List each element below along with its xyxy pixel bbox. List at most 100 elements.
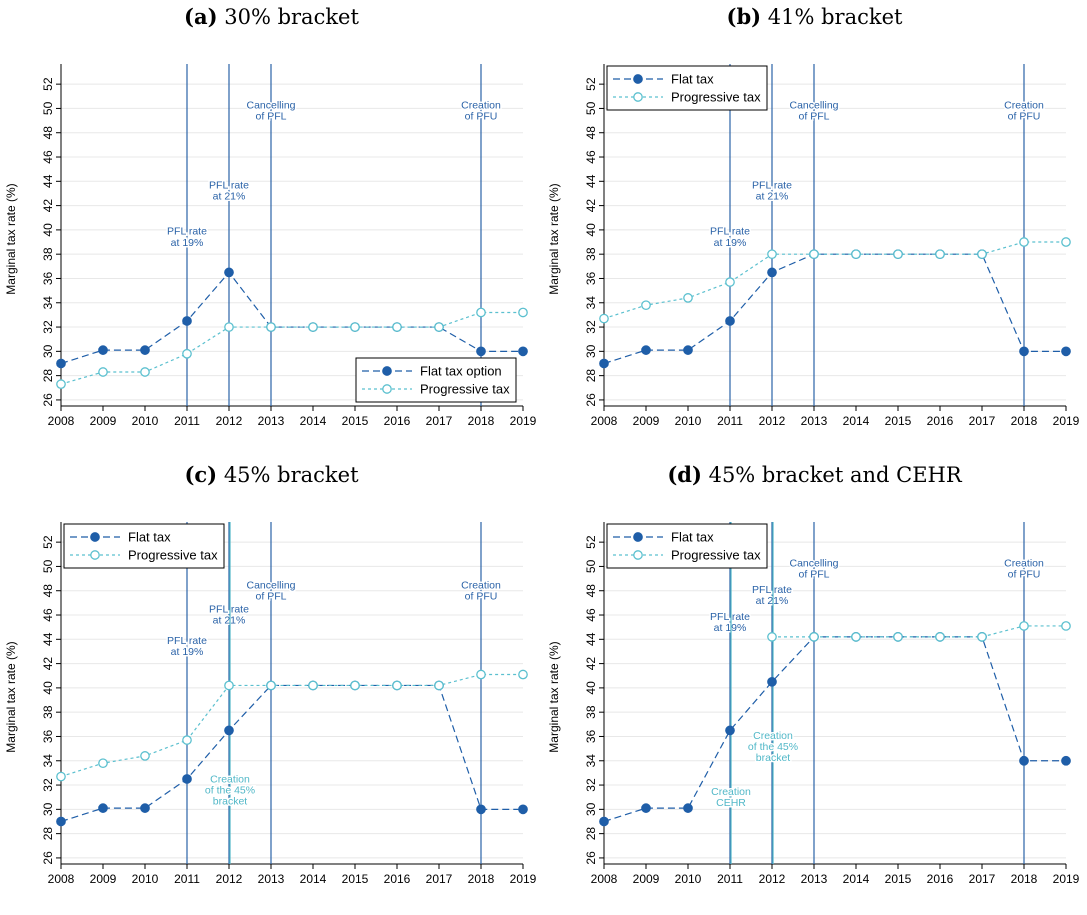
y-tick-label: 52 (584, 535, 598, 549)
event-label: PFL rate at 21% (752, 584, 792, 607)
data-point (98, 803, 108, 813)
event-label-line: at 19% (171, 646, 204, 658)
x-tick-label: 2012 (216, 872, 243, 886)
data-point (518, 669, 528, 680)
event-label-line: at 19% (171, 237, 204, 249)
x-tick-label: 2009 (633, 414, 660, 428)
y-tick-label: 34 (41, 754, 55, 768)
x-tick-label: 2014 (300, 872, 327, 886)
event-label: PFL rate at 21% (752, 180, 792, 203)
data-point (893, 632, 903, 642)
chart-a: 26 28 30 32 34 36 38 40 42 44 46 48 50 52 2008 2009 2010… (4, 64, 537, 428)
x-tick-label: 2016 (927, 414, 954, 428)
legend: Flat tax Progressive tax (606, 523, 768, 569)
data-point (851, 632, 861, 642)
y-tick-label: 46 (584, 608, 598, 622)
event-label-line: at 21% (213, 615, 246, 627)
event-label-line: at 19% (714, 622, 747, 634)
y-tick-label: 30 (584, 802, 598, 816)
x-tick-label: 2013 (801, 872, 828, 886)
event-label-line: bracket (213, 796, 248, 808)
x-tick-label: 2017 (426, 414, 453, 428)
legend-box (606, 523, 768, 569)
panel-a: (a) 30% bracket 26 28 30 32 34 36 38 40 42 44 46 48… (0, 0, 543, 457)
y-tick-label: 28 (41, 369, 55, 383)
series-line (603, 241, 1066, 320)
data-point (725, 277, 735, 287)
panel-b: (b) 41% bracket 26 28 30 32 34 36 38 40 42 44 46 48… (543, 0, 1086, 457)
legend-box (63, 523, 225, 569)
x-tick-label: 2013 (258, 414, 285, 428)
event-label-line: of PFL (256, 110, 287, 122)
y-tick-label: 46 (41, 608, 55, 622)
panel-label: (b) (726, 4, 762, 29)
data-point (1061, 755, 1071, 766)
panel-title-text: 41% bracket (767, 5, 903, 29)
event-label-line: at 21% (756, 595, 789, 607)
y-tick-label: 32 (41, 320, 55, 334)
x-tick-label: 2016 (384, 872, 411, 886)
data-point (56, 816, 66, 827)
event-label-line: Creation (711, 786, 751, 798)
event-label-line: Cancelling (789, 557, 838, 569)
data-point (893, 249, 903, 260)
legend-swatch-marker (90, 532, 100, 542)
panel-c: (c) 45% bracket 26 28 30 32 34 36 38 40 42 44 46 48… (0, 458, 543, 915)
x-tick-label: 2011 (717, 414, 743, 428)
data-point (518, 307, 528, 318)
y-tick-label: 40 (41, 223, 55, 237)
y-tick-label: 44 (584, 632, 598, 646)
panel-title-text: 45% bracket (223, 463, 359, 487)
event-label: PFL rate at 21% (209, 180, 249, 203)
y-axis-label: Marginal tax rate (%) (4, 641, 18, 752)
y-tick-label: 28 (584, 827, 598, 841)
event-label-line: PFL rate (167, 226, 207, 238)
event-label-line: of PFU (465, 110, 498, 122)
y-tick-label: 30 (41, 802, 55, 816)
event-label-line: Cancelling (789, 99, 838, 111)
data-point (683, 803, 693, 813)
data-point (140, 345, 150, 355)
data-point (851, 249, 861, 260)
x-tick-label: 2017 (969, 414, 996, 428)
data-point (140, 803, 150, 813)
event-label: Cancelling of PFL (789, 99, 838, 122)
event-label-line: of PFU (1008, 110, 1041, 122)
data-point (56, 771, 66, 782)
data-point (434, 322, 444, 332)
x-tick-label: 2014 (300, 414, 327, 428)
x-tick-label: 2019 (510, 414, 537, 428)
y-tick-label: 34 (41, 296, 55, 310)
data-point (98, 345, 108, 355)
x-tick-label: 2010 (132, 872, 159, 886)
panel-title: (d) 45% bracket and CEHR (543, 462, 1086, 487)
event-label-line: Cancelling (246, 99, 295, 111)
legend-box (355, 357, 517, 403)
data-point (767, 249, 777, 260)
event-label-line: Creation (461, 579, 501, 591)
y-tick-label: 42 (584, 657, 598, 671)
event-label: Creation of PFU (1004, 557, 1044, 580)
data-point (98, 367, 108, 377)
x-tick-label: 2012 (759, 414, 786, 428)
event-label: Creation of PFU (1004, 99, 1044, 122)
y-tick-label: 52 (41, 535, 55, 549)
x-tick-label: 2009 (633, 872, 660, 886)
event-label-line: PFL rate (752, 180, 792, 192)
y-tick-label: 50 (584, 101, 598, 115)
legend-swatch-marker (633, 550, 643, 560)
data-point (308, 680, 318, 691)
y-tick-label: 38 (41, 247, 55, 261)
event-label: Cancelling of PFL (246, 579, 295, 602)
y-tick-label: 26 (584, 851, 598, 865)
data-point (599, 313, 609, 324)
chart-b: 26 28 30 32 34 36 38 40 42 44 46 48 50 52 2008 2009 2010… (547, 64, 1080, 428)
y-tick-label: 36 (41, 271, 55, 285)
series-line (60, 673, 523, 778)
data-point (809, 249, 819, 260)
data-point (641, 345, 651, 355)
event-label-line: PFL rate (710, 611, 750, 623)
event-label-line: Cancelling (246, 579, 295, 591)
x-tick-label: 2011 (717, 872, 743, 886)
y-axis-label: Marginal tax rate (%) (4, 183, 18, 294)
